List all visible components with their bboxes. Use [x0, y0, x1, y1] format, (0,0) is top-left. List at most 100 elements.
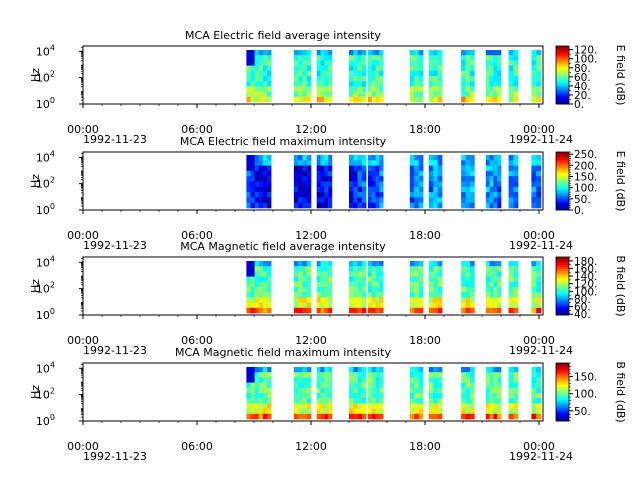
spectrogram-cell [414, 302, 419, 309]
spectrogram-cell [433, 202, 438, 209]
spectrogram-cell [266, 413, 272, 420]
spectrogram-cell [353, 266, 358, 272]
spectrogram-cell [371, 302, 376, 309]
spectrogram-cell [493, 307, 498, 314]
spectrogram-cell [465, 165, 471, 172]
spectrogram-cell [485, 377, 490, 383]
spectrogram-cell [433, 186, 438, 193]
spectrogram-cell [250, 271, 255, 277]
spectrogram-cell [513, 86, 519, 92]
spectrogram-cell [536, 50, 542, 56]
spectrogram-cell [368, 377, 373, 383]
spectrogram-cell [375, 197, 380, 203]
spectrogram-cell [485, 382, 490, 389]
spectrogram-cell [368, 281, 373, 288]
colorbar: 0.20.40.60.80.100.120. E field (dB) [555, 45, 627, 111]
colorbar-segment [556, 372, 569, 375]
spectrogram-cell [353, 197, 358, 203]
spectrogram-cell [465, 155, 471, 161]
spectrogram-cell [266, 377, 272, 383]
spectrogram-cell [349, 377, 354, 383]
spectrogram-cell [266, 86, 272, 92]
spectrogram-cell [536, 413, 542, 420]
spectrogram-cell [465, 403, 471, 409]
spectrogram-cell [266, 372, 272, 378]
spectrogram-cell [497, 192, 502, 198]
spectrogram-cell [349, 292, 354, 298]
spectrogram-cell [368, 398, 373, 404]
spectrogram-cell [497, 276, 502, 283]
spectrogram-cell [254, 367, 260, 373]
spectrogram-cell [433, 160, 438, 166]
spectrogram-cell [246, 287, 251, 293]
spectrogram-cell [254, 202, 260, 209]
spectrogram-cell [508, 155, 514, 161]
spectrogram-cell [349, 70, 354, 77]
spectrogram-cell [254, 307, 260, 314]
spectrogram-cell [258, 176, 264, 182]
spectrogram-cell [418, 192, 424, 198]
spectrogram-cell [485, 276, 490, 283]
spectrogram-cell [497, 165, 502, 172]
spectrogram-cell [298, 192, 303, 198]
spectrogram-cell [409, 261, 415, 267]
spectrogram-cell [320, 86, 325, 92]
spectrogram-cell [320, 377, 325, 383]
spectrogram-cell [258, 393, 264, 399]
spectrogram-cell [250, 160, 255, 166]
spectrogram-cell [536, 271, 542, 277]
x-tick-label: 06:00 [181, 229, 213, 242]
spectrogram-cell [328, 413, 333, 420]
colorbar-tick-label: 100. [574, 389, 597, 401]
spectrogram-cell [433, 165, 438, 172]
colorbar-segment [556, 409, 569, 412]
spectrogram-cell [258, 307, 264, 314]
spectrogram-cell [316, 170, 321, 177]
spectrogram-cell [258, 408, 264, 415]
spectrogram-cell [320, 91, 325, 98]
spectrogram-cell [508, 398, 514, 404]
spectrogram-cell [465, 186, 471, 193]
colorbar-segment [556, 67, 569, 70]
spectrogram-cell [320, 81, 325, 87]
spectrogram-cell [324, 292, 329, 298]
spectrogram-cell [316, 181, 321, 188]
spectrogram-cell [428, 297, 434, 303]
spectrogram-cell [469, 181, 475, 188]
spectrogram-cell [485, 202, 490, 209]
spectrogram-cell [433, 176, 438, 182]
spectrogram-cell [418, 50, 424, 56]
spectrogram-cell [513, 202, 519, 209]
spectrogram-cell [250, 176, 255, 182]
spectrogram-cell [437, 176, 443, 182]
spectrogram-cell [536, 408, 542, 415]
spectrogram-cell [379, 398, 384, 404]
spectrogram-cell [298, 96, 303, 103]
spectrogram-cell [328, 302, 333, 309]
spectrogram-cell [418, 287, 424, 293]
spectrogram-cell [379, 160, 384, 166]
spectrogram-cell [328, 403, 333, 409]
spectrogram-cell [508, 287, 514, 293]
spectrogram-cell [266, 281, 272, 288]
spectrogram-cell [428, 65, 434, 72]
spectrogram-cell [262, 55, 268, 61]
spectrogram-cell [306, 155, 312, 161]
spectrogram-cell [353, 276, 358, 283]
spectrogram-cell [465, 91, 471, 98]
spectrogram-cell [485, 155, 490, 161]
spectrogram-cell [262, 181, 268, 188]
spectrogram-cell [531, 70, 537, 77]
spectrogram-cell [379, 276, 384, 283]
colorbar-segment [556, 309, 569, 312]
spectrogram-cell [320, 160, 325, 166]
spectrogram-cell [513, 302, 519, 309]
x-tick-label: 00:00 [523, 123, 555, 136]
spectrogram-cell [361, 307, 367, 314]
spectrogram-cell [508, 76, 514, 82]
spectrogram-cell [379, 81, 384, 87]
colorbar-segment [556, 78, 569, 82]
spectrogram-cell [250, 60, 255, 66]
spectrogram-cell [357, 181, 363, 188]
spectrogram-cell [353, 176, 358, 182]
